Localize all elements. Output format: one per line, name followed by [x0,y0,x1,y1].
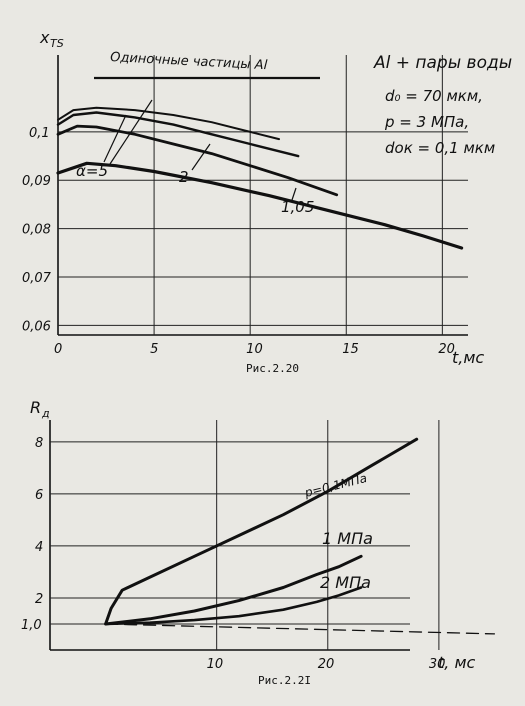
x-tick-label: 30 [429,657,446,672]
figure-2-20-leader-3 [191,143,211,171]
x-tick-label: 20 [438,342,455,357]
y-tick-label: 4 [35,540,43,555]
figure-2-20: 0 5 10 15 200,060,070,080,090,1 x TS t,мс Од… [22,28,512,375]
figure-2-20-leader-1 [103,114,127,163]
x-tick-label: 20 [318,657,335,672]
series-line-1 [56,111,300,158]
figure-2-21-x-axis-label: t, мс [438,653,476,672]
figure-2-20-x-axis-label: t,мс [452,348,484,367]
figure-2-20-caption: Рис.2.20 [246,362,299,375]
x-tick-label: 5 [150,342,158,357]
y-tick-label: 6 [35,488,43,503]
series-line-2 [104,586,363,626]
figure-2-20-condition-2: d₀ = 70 мкм, [385,87,483,105]
series-line-3 [56,161,464,250]
figure-2-20-leader-4 [291,187,297,201]
figure-2-20-condition-3: p = 3 МПа, [384,113,469,131]
y-tick-label: 0,1 [29,126,50,141]
y-tick-label: 0,07 [22,271,52,286]
series-line-2 [56,124,339,197]
figure-2-20-annotation-105: 1,05 [281,198,314,216]
figure-2-21-curves [104,437,496,635]
y-tick-label: 8 [35,436,43,451]
figure-2-21-caption: Рис.2.2I [258,674,311,687]
figure-2-21-y-axis-label: R [30,398,41,417]
y-tick-label: 0,06 [22,319,51,334]
series-line-3 [104,623,496,635]
figure-2-20-y-axis-label: x [39,28,50,47]
x-tick-label: 10 [246,342,263,357]
series-line-0 [104,437,419,626]
figure-2-21-tick-labels: 10 20 30 1,0 2 4 6 8 [21,436,445,672]
figure-2-21-series-label-1mpa: 1 МПа [322,529,373,548]
series-line-0 [57,106,280,141]
figure-2-20-condition-1: Al + пары воды [373,53,512,73]
y-tick-label: 0,08 [22,223,51,238]
y-tick-label: 1,0 [21,618,42,633]
figure-2-20-condition-4: dок = 0,1 мкм [385,139,495,157]
x-tick-label: 0 [54,342,62,357]
figure-2-20-curves [56,106,464,250]
x-tick-label: 10 [207,657,224,672]
y-tick-label: 2 [35,592,43,607]
figure-2-20-annotation-2: 2 [179,168,189,186]
y-tick-label: 0,09 [22,174,51,189]
figure-2-20-annotation-alpha: α=5 [76,162,108,180]
series-line-1 [104,554,363,626]
figure-2-20-tick-labels: 0 5 10 15 20 0,06 0,07 0,08 0,09 0,1 [22,126,455,357]
figure-2-21-y-axis-label-subscript: д [41,407,50,420]
figure-2-21-series-label-2mpa: 2 МПа [320,573,371,592]
figure-2-20-y-axis-label-subscript: TS [50,37,64,50]
figure-2-20-leader-2 [109,99,153,165]
figure-2-20-grid [57,55,468,336]
x-tick-label: 15 [342,342,359,357]
